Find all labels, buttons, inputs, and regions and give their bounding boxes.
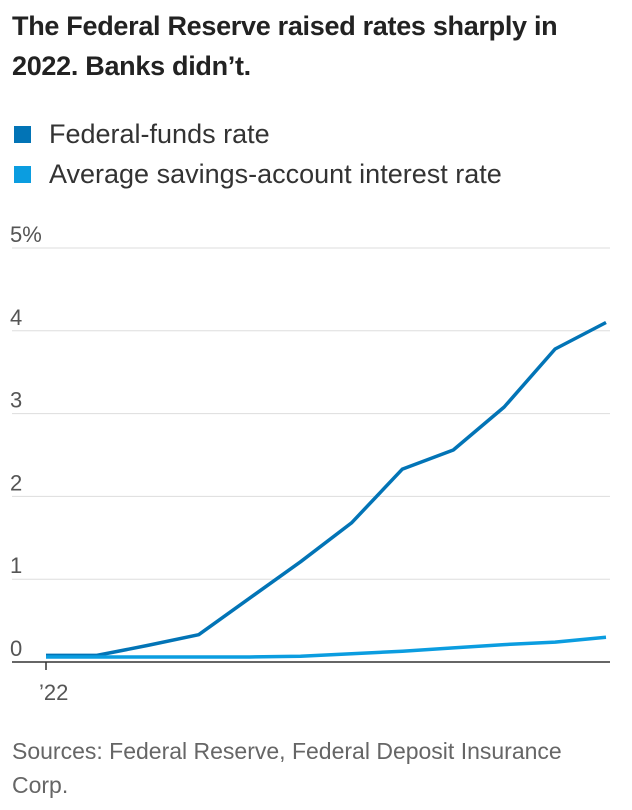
x-tick-label: ’22 [39, 680, 68, 705]
series-line-savings [46, 635, 607, 659]
chart-title: The Federal Reserve raised rates sharply… [12, 11, 558, 81]
y-tick-label-5: 5% [10, 222, 42, 247]
source-note: Sources: Federal Reserve, Federal Deposi… [12, 738, 562, 798]
gridlines [12, 247, 610, 580]
line-chart: 0 1 2 3 4 5% ’22 [10, 222, 610, 705]
y-tick-label-4: 4 [10, 305, 22, 330]
legend-item-savings: Average savings-account interest rate [14, 154, 502, 194]
y-axis-tick-labels: 0 1 2 3 4 5% [10, 222, 42, 661]
legend-label-fed-funds: Federal-funds rate [49, 118, 270, 149]
series-line-fed-funds [46, 320, 607, 658]
chart-legend: Federal-funds rate Average savings-accou… [14, 114, 502, 194]
y-tick-label-2: 2 [10, 470, 22, 495]
y-tick-label-1: 1 [10, 553, 22, 578]
legend-item-fed-funds: Federal-funds rate [14, 114, 502, 154]
legend-swatch-fed-funds [14, 125, 31, 143]
y-tick-label-0: 0 [10, 636, 22, 661]
series-lines [46, 320, 607, 659]
x-axis: ’22 [12, 661, 610, 705]
y-tick-label-3: 3 [10, 388, 22, 413]
legend-swatch-savings [14, 165, 31, 183]
legend-label-savings: Average savings-account interest rate [49, 158, 502, 189]
